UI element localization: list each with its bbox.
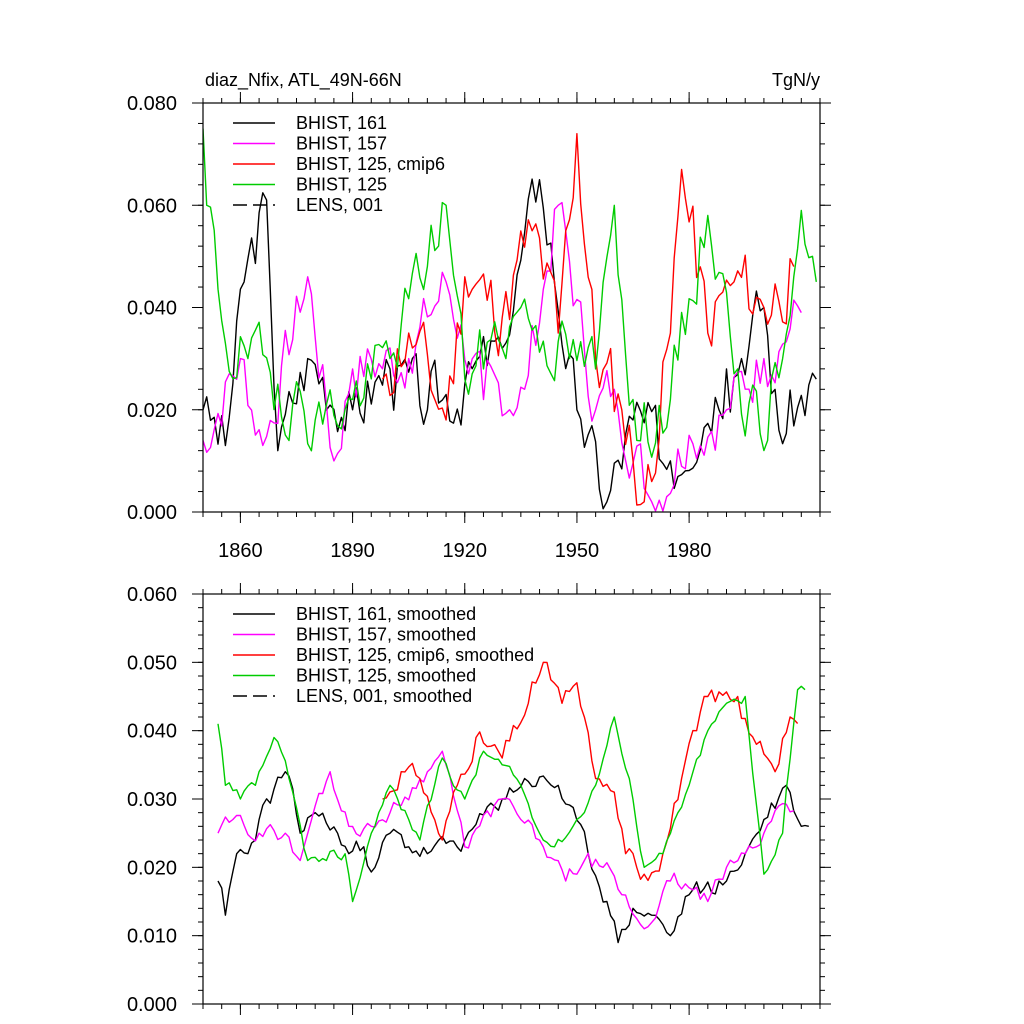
chart-title: diaz_Nfix, ATL_49N-66N (205, 70, 402, 91)
x-tick-label: 1890 (330, 540, 375, 562)
x-tick-label: 1980 (667, 540, 712, 562)
legend-label: BHIST, 125 (296, 175, 387, 195)
series-group (217, 661, 809, 944)
y-tick-label: 0.000 (127, 994, 177, 1016)
series-line-3 (203, 128, 817, 458)
y-tick-label: 0.060 (127, 584, 177, 606)
y-tick-label: 0.010 (127, 926, 177, 948)
series-line-0 (217, 771, 809, 944)
series-group (203, 128, 817, 512)
legend-label: BHIST, 125, cmip6 (296, 154, 445, 174)
series-line-1 (203, 201, 802, 512)
legend-label: BHIST, 157 (296, 134, 387, 154)
series-line-0 (203, 178, 817, 510)
x-tick-label: 1920 (443, 540, 488, 562)
y-tick-label: 0.060 (127, 195, 177, 217)
y-tick-label: 0.040 (127, 721, 177, 743)
y-tick-label: 0.030 (127, 789, 177, 811)
legend-label: LENS, 001, smoothed (296, 686, 472, 706)
legend-label: BHIST, 125, cmip6, smoothed (296, 645, 534, 665)
x-tick-label: 1860 (218, 540, 263, 562)
legend-label: LENS, 001 (296, 195, 383, 215)
y-tick-label: 0.040 (127, 298, 177, 320)
top-panel: diaz_Nfix, ATL_49N-66N TgN/y 0.000 0.020 0… (127, 70, 831, 562)
y-tick-label: 0.080 (127, 93, 177, 115)
legend-label: BHIST, 125, smoothed (296, 666, 476, 686)
legend-label: BHIST, 157, smoothed (296, 625, 476, 645)
units-label: TgN/y (772, 70, 820, 90)
y-tick-label: 0.020 (127, 400, 177, 422)
y-tick-label: 0.020 (127, 857, 177, 879)
series-line-3 (217, 685, 806, 903)
legend-label: BHIST, 161 (296, 113, 387, 133)
series-line-1 (217, 750, 794, 930)
series-line-2 (382, 661, 799, 882)
bottom-panel: 0.000 0.010 0.020 0.030 0.040 0.050 0.060 BHIST… (127, 583, 831, 1016)
legend-label: BHIST, 161, smoothed (296, 604, 476, 624)
y-tick-label: 0.050 (127, 652, 177, 674)
y-tick-label: 0.000 (127, 502, 177, 524)
x-tick-label: 1950 (555, 540, 600, 562)
series-line-2 (381, 132, 795, 506)
